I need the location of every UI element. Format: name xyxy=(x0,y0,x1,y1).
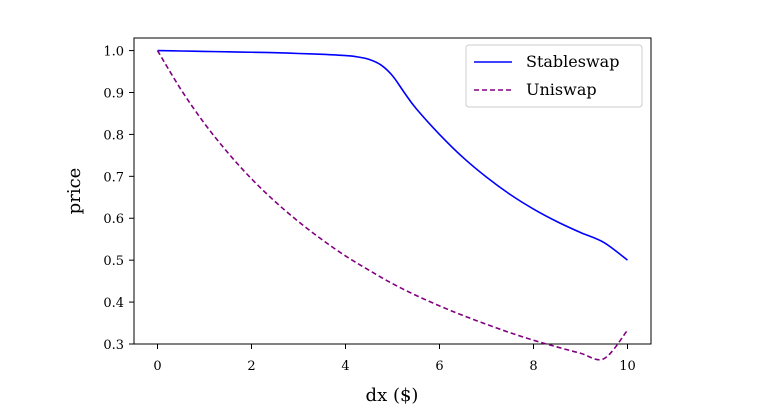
x-tick-label: 6 xyxy=(435,359,443,374)
y-tick-label: 0.5 xyxy=(103,254,124,269)
legend-label-stableswap: Stableswap xyxy=(526,52,619,71)
y-tick-label: 0.7 xyxy=(103,170,124,185)
x-tick-label: 8 xyxy=(529,359,537,374)
series-line-uniswap xyxy=(156,50,629,361)
y-tick-label: 0.3 xyxy=(103,338,124,353)
y-tick-label: 0.9 xyxy=(103,86,124,101)
y-tick-label: 0.8 xyxy=(103,128,124,143)
x-tick-label: 10 xyxy=(619,359,636,374)
legend-label-uniswap: Uniswap xyxy=(526,80,597,99)
y-tick-label: 0.6 xyxy=(103,212,124,227)
x-tick-label: 0 xyxy=(153,359,161,374)
y-tick-label: 1.0 xyxy=(103,45,124,60)
legend: Stableswap Uniswap xyxy=(465,44,643,108)
y-tick-label: 0.4 xyxy=(103,296,124,311)
x-tick-label: 4 xyxy=(341,359,349,374)
axis-ticks: 0 2 4 6 8 10 0.3 0.4 0.5 0.6 0.7 0.8 0.9 1.0 xyxy=(103,45,635,374)
x-tick-label: 2 xyxy=(247,359,255,374)
series-layer xyxy=(156,49,629,361)
series-line-stableswap xyxy=(157,49,628,261)
y-axis-label: price xyxy=(64,168,85,215)
x-axis-label: dx ($) xyxy=(366,385,419,406)
legend-box xyxy=(465,44,643,108)
